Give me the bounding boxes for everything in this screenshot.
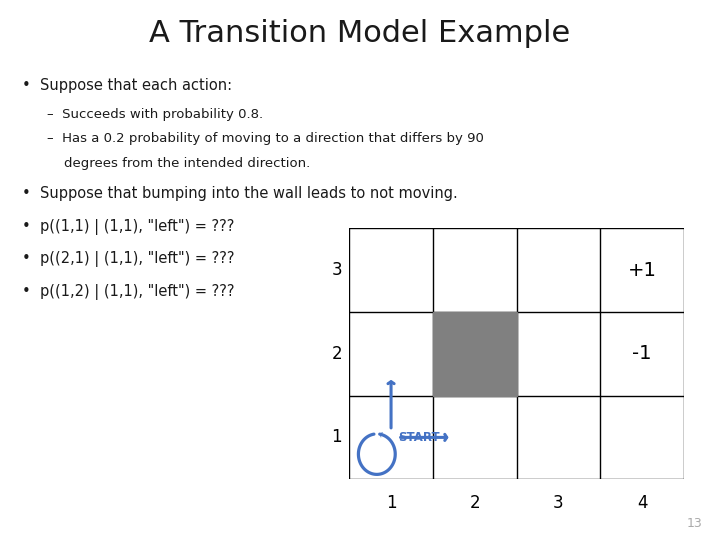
Text: 2: 2 [469, 494, 480, 512]
Text: -1: -1 [632, 344, 652, 363]
Text: START: START [397, 431, 439, 444]
Text: 3: 3 [331, 261, 342, 279]
Text: –  Has a 0.2 probability of moving to a direction that differs by 90: – Has a 0.2 probability of moving to a d… [47, 132, 484, 145]
Text: +1: +1 [628, 260, 657, 280]
Text: degrees from the intended direction.: degrees from the intended direction. [47, 157, 310, 170]
Text: •  p((1,2) | (1,1), "left") = ???: • p((1,2) | (1,1), "left") = ??? [22, 284, 234, 300]
Text: A Transition Model Example: A Transition Model Example [149, 19, 571, 48]
Text: •  p((1,1) | (1,1), "left") = ???: • p((1,1) | (1,1), "left") = ??? [22, 219, 234, 235]
Text: 3: 3 [553, 494, 564, 512]
Text: 1: 1 [386, 494, 397, 512]
Text: •  Suppose that each action:: • Suppose that each action: [22, 78, 232, 93]
Text: 2: 2 [331, 345, 342, 363]
Bar [433, 312, 517, 395]
Text: –  Succeeds with probability 0.8.: – Succeeds with probability 0.8. [47, 108, 263, 121]
Text: •  Suppose that bumping into the wall leads to not moving.: • Suppose that bumping into the wall lea… [22, 186, 457, 201]
Text: •  p((2,1) | (1,1), "left") = ???: • p((2,1) | (1,1), "left") = ??? [22, 251, 234, 267]
Text: 13: 13 [686, 517, 702, 530]
Text: 1: 1 [331, 428, 342, 447]
Text: 4: 4 [637, 494, 647, 512]
